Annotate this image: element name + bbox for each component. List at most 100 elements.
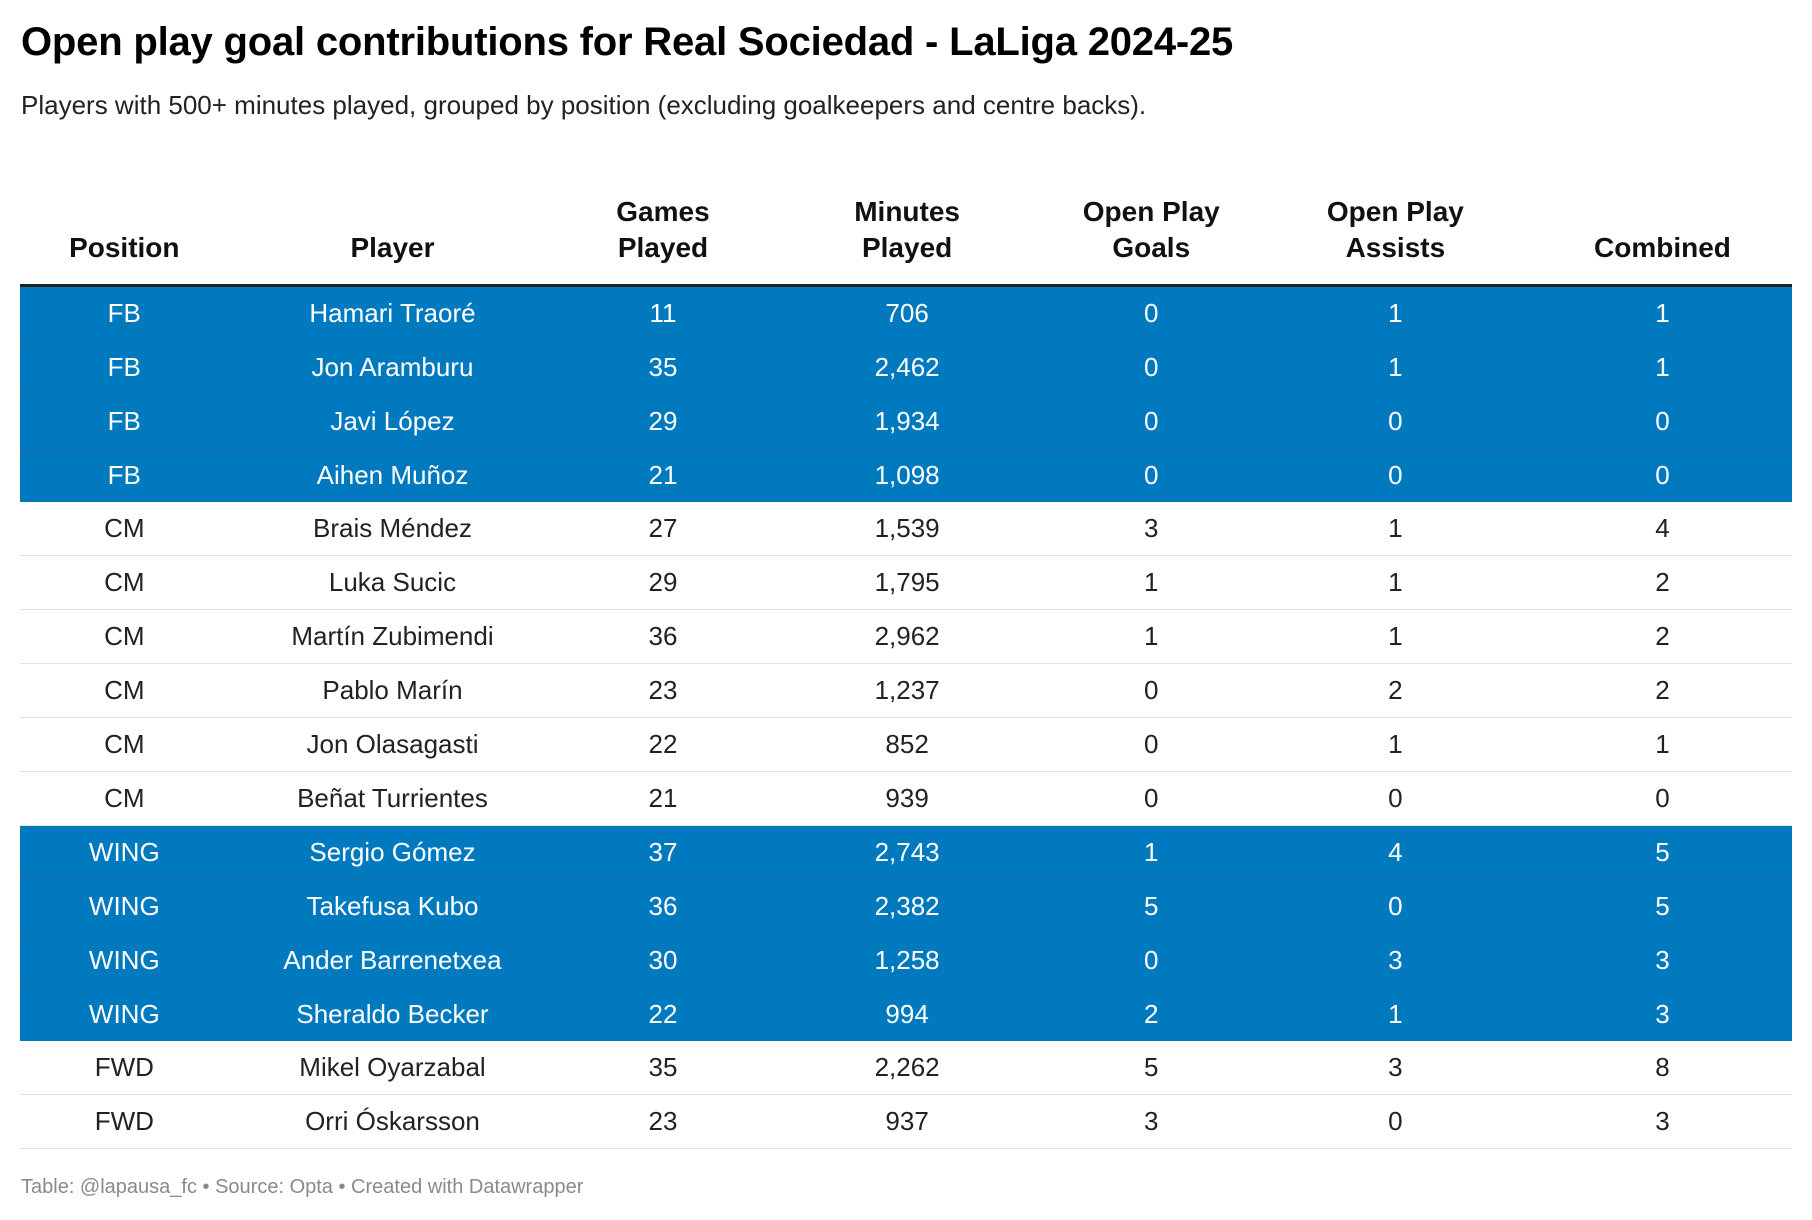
cell-minutes-played: 2,743 bbox=[769, 825, 1045, 880]
cell-player: Martín Zubimendi bbox=[228, 609, 557, 664]
chart-subtitle: Players with 500+ minutes played, groupe… bbox=[21, 90, 1147, 120]
cell-open-play-assists: 1 bbox=[1257, 987, 1533, 1041]
table-row: FB Hamari Traoré 11 706 0 1 1 bbox=[20, 285, 1792, 341]
cell-combined: 1 bbox=[1532, 285, 1792, 341]
cell-player: Sheraldo Becker bbox=[228, 987, 557, 1041]
column-header-open-play-assists[interactable]: Open Play Assists bbox=[1326, 196, 1464, 263]
cell-open-play-assists: 0 bbox=[1257, 448, 1533, 502]
table-row: WING Ander Barrenetxea 30 1,258 0 3 3 bbox=[20, 933, 1792, 988]
cell-minutes-played: 2,382 bbox=[769, 879, 1045, 934]
table-row: CM Pablo Marín 23 1,237 0 2 2 bbox=[20, 663, 1792, 718]
cell-games-played: 11 bbox=[556, 285, 770, 341]
cell-games-played: 23 bbox=[556, 663, 770, 718]
column-header-open-play-goals[interactable]: Open Play Goals bbox=[1082, 196, 1220, 263]
cell-open-play-goals: 0 bbox=[1044, 771, 1258, 826]
cell-position: WING bbox=[20, 933, 229, 988]
cell-player: Ander Barrenetxea bbox=[228, 933, 557, 988]
table-row: FWD Orri Óskarsson 23 937 3 0 3 bbox=[20, 1094, 1792, 1149]
cell-games-played: 29 bbox=[556, 555, 770, 610]
cell-open-play-goals: 0 bbox=[1044, 933, 1258, 988]
cell-games-played: 22 bbox=[556, 987, 770, 1041]
header-row: Position Player Games Played Minutes Playe… bbox=[20, 168, 1792, 286]
cell-minutes-played: 2,962 bbox=[769, 609, 1045, 664]
cell-combined: 2 bbox=[1532, 663, 1792, 718]
cell-position: WING bbox=[20, 987, 229, 1041]
cell-minutes-played: 1,258 bbox=[769, 933, 1045, 988]
cell-games-played: 29 bbox=[556, 394, 770, 449]
cell-minutes-played: 1,795 bbox=[769, 555, 1045, 610]
cell-open-play-goals: 5 bbox=[1044, 879, 1258, 934]
cell-games-played: 36 bbox=[556, 879, 770, 934]
cell-player: Orri Óskarsson bbox=[228, 1094, 557, 1149]
cell-position: WING bbox=[20, 879, 229, 934]
cell-player: Jon Olasagasti bbox=[228, 717, 557, 772]
cell-open-play-goals: 2 bbox=[1044, 987, 1258, 1041]
cell-position: CM bbox=[20, 663, 229, 718]
cell-combined: 4 bbox=[1532, 502, 1792, 556]
cell-combined: 5 bbox=[1532, 879, 1792, 934]
cell-minutes-played: 939 bbox=[769, 771, 1045, 826]
cell-open-play-assists: 0 bbox=[1257, 394, 1533, 449]
cell-open-play-goals: 0 bbox=[1044, 285, 1258, 341]
cell-open-play-assists: 2 bbox=[1257, 663, 1533, 718]
cell-position: CM bbox=[20, 771, 229, 826]
cell-minutes-played: 2,462 bbox=[769, 340, 1045, 395]
cell-open-play-assists: 0 bbox=[1257, 879, 1533, 934]
table-row: FB Aihen Muñoz 21 1,098 0 0 0 bbox=[20, 448, 1792, 502]
column-header-minutes-played[interactable]: Minutes Played bbox=[854, 196, 960, 263]
column-header-combined[interactable]: Combined bbox=[1594, 232, 1731, 263]
column-header-games-played[interactable]: Games Played bbox=[616, 196, 710, 263]
cell-open-play-goals: 3 bbox=[1044, 502, 1258, 556]
cell-position: FWD bbox=[20, 1094, 229, 1149]
cell-open-play-assists: 3 bbox=[1257, 1041, 1533, 1095]
cell-open-play-assists: 1 bbox=[1257, 285, 1533, 341]
table-row: CM Beñat Turrientes 21 939 0 0 0 bbox=[20, 771, 1792, 826]
cell-player: Javi López bbox=[228, 394, 557, 449]
cell-open-play-goals: 0 bbox=[1044, 448, 1258, 502]
cell-open-play-assists: 1 bbox=[1257, 502, 1533, 556]
cell-open-play-assists: 1 bbox=[1257, 717, 1533, 772]
cell-open-play-goals: 0 bbox=[1044, 340, 1258, 395]
cell-minutes-played: 2,262 bbox=[769, 1041, 1045, 1095]
cell-games-played: 30 bbox=[556, 933, 770, 988]
cell-open-play-assists: 3 bbox=[1257, 933, 1533, 988]
cell-games-played: 27 bbox=[556, 502, 770, 556]
cell-player: Pablo Marín bbox=[228, 663, 557, 718]
cell-open-play-goals: 0 bbox=[1044, 663, 1258, 718]
cell-open-play-assists: 0 bbox=[1257, 771, 1533, 826]
cell-combined: 2 bbox=[1532, 609, 1792, 664]
table-row: FB Javi López 29 1,934 0 0 0 bbox=[20, 394, 1792, 449]
cell-combined: 8 bbox=[1532, 1041, 1792, 1095]
cell-player: Luka Sucic bbox=[228, 555, 557, 610]
cell-games-played: 22 bbox=[556, 717, 770, 772]
cell-minutes-played: 1,237 bbox=[769, 663, 1045, 718]
cell-player: Brais Méndez bbox=[228, 502, 557, 556]
cell-player: Aihen Muñoz bbox=[228, 448, 557, 502]
cell-player: Takefusa Kubo bbox=[228, 879, 557, 934]
cell-player: Jon Aramburu bbox=[228, 340, 557, 395]
column-header-player[interactable]: Player bbox=[350, 232, 435, 263]
cell-open-play-assists: 1 bbox=[1257, 609, 1533, 664]
cell-position: FB bbox=[20, 448, 229, 502]
table-body: FB Hamari Traoré 11 706 0 1 1 FB Jon Aramburu 35 2… bbox=[20, 285, 1792, 1149]
cell-open-play-goals: 0 bbox=[1044, 717, 1258, 772]
cell-games-played: 23 bbox=[556, 1094, 770, 1149]
cell-open-play-assists: 0 bbox=[1257, 1094, 1533, 1149]
cell-combined: 2 bbox=[1532, 555, 1792, 610]
cell-player: Beñat Turrientes bbox=[228, 771, 557, 826]
table-row: WING Sergio Gómez 37 2,743 1 4 5 bbox=[20, 825, 1792, 880]
cell-combined: 0 bbox=[1532, 394, 1792, 449]
cell-combined: 3 bbox=[1532, 1094, 1792, 1149]
cell-combined: 0 bbox=[1532, 771, 1792, 826]
cell-player: Hamari Traoré bbox=[228, 285, 557, 341]
cell-open-play-goals: 0 bbox=[1044, 394, 1258, 449]
cell-minutes-played: 994 bbox=[769, 987, 1045, 1041]
cell-position: FWD bbox=[20, 1041, 229, 1095]
cell-minutes-played: 1,098 bbox=[769, 448, 1045, 502]
cell-open-play-assists: 1 bbox=[1257, 555, 1533, 610]
cell-games-played: 36 bbox=[556, 609, 770, 664]
cell-combined: 0 bbox=[1532, 448, 1792, 502]
cell-player: Mikel Oyarzabal bbox=[228, 1041, 557, 1095]
column-header-position[interactable]: Position bbox=[69, 232, 180, 263]
cell-position: FB bbox=[20, 340, 229, 395]
